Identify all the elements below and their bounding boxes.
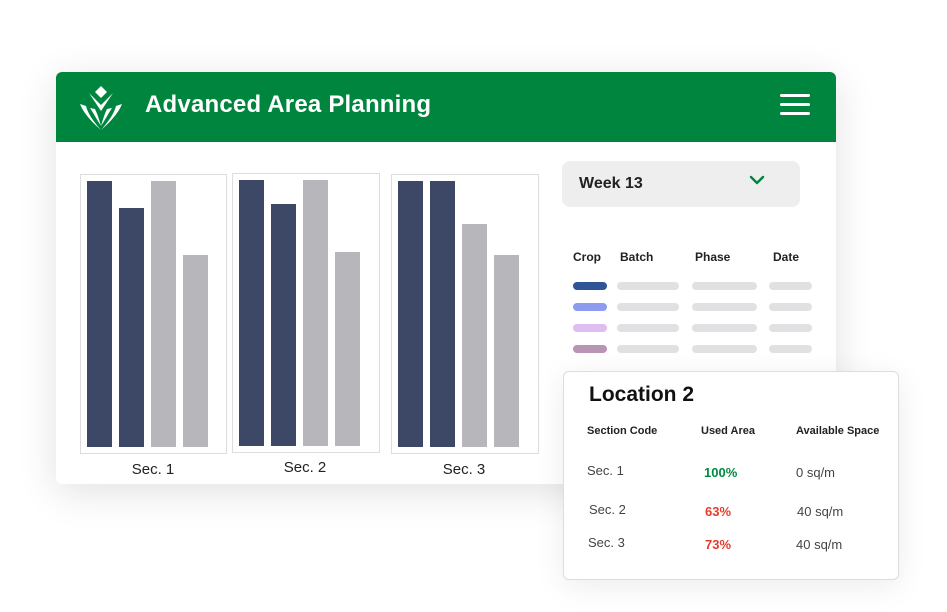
chart-bar xyxy=(303,180,328,446)
section-code: Sec. 1 xyxy=(587,463,624,478)
chart-bar xyxy=(430,181,455,447)
chart-bar xyxy=(151,181,176,447)
phase-placeholder xyxy=(692,324,757,332)
used-area: 63% xyxy=(705,504,732,519)
column-header-phase: Phase xyxy=(695,250,731,264)
used-area: 73% xyxy=(705,537,732,552)
column-header-used-area: Used Area xyxy=(701,425,756,437)
column-header-available-space: Available Space xyxy=(796,425,880,437)
section-code: Sec. 2 xyxy=(589,502,626,517)
section-bar-chart xyxy=(232,173,380,453)
crop-color-swatch xyxy=(573,345,607,353)
section-bar-chart xyxy=(391,174,539,454)
available-space: 40 sq/m xyxy=(797,504,844,519)
section-code: Sec. 3 xyxy=(588,535,625,550)
chart-bar xyxy=(87,181,112,447)
column-header-batch: Batch xyxy=(620,250,654,264)
location-card: Location 2 Section Code Used Area Availa… xyxy=(563,371,899,580)
date-placeholder xyxy=(769,345,812,353)
section-bar-chart xyxy=(80,174,227,454)
chart-bar xyxy=(239,180,264,446)
chart-bar xyxy=(119,207,144,447)
crop-color-swatch xyxy=(573,324,607,332)
column-header-crop: Crop xyxy=(573,250,601,264)
leaf-logo-icon xyxy=(80,86,122,130)
chart-bar xyxy=(398,181,423,447)
app-header: Advanced Area Planning xyxy=(56,72,836,142)
batch-placeholder xyxy=(617,303,679,311)
date-placeholder xyxy=(769,324,812,332)
hamburger-menu-icon[interactable] xyxy=(780,94,810,118)
column-header-section-code: Section Code xyxy=(587,425,658,437)
used-area: 100% xyxy=(704,465,738,480)
chart-bar xyxy=(494,255,519,447)
table-row[interactable] xyxy=(570,345,820,355)
batch-placeholder xyxy=(617,324,679,332)
crop-color-swatch xyxy=(573,282,607,290)
batch-placeholder xyxy=(617,282,679,290)
phase-placeholder xyxy=(692,345,757,353)
crop-color-swatch xyxy=(573,303,607,311)
chevron-down-icon xyxy=(749,175,765,185)
date-placeholder xyxy=(769,303,812,311)
location-title: Location 2 xyxy=(589,383,695,406)
chart-category-label: Sec. 3 xyxy=(442,461,486,478)
table-row[interactable] xyxy=(570,303,820,313)
table-row[interactable] xyxy=(570,324,820,334)
available-space: 0 sq/m xyxy=(796,465,836,480)
column-header-date: Date xyxy=(773,250,800,264)
app-title: Advanced Area Planning xyxy=(145,91,432,118)
phase-placeholder xyxy=(692,282,757,290)
chart-bar xyxy=(335,251,360,446)
available-space: 40 sq/m xyxy=(796,537,843,552)
phase-placeholder xyxy=(692,303,757,311)
chart-bar xyxy=(271,203,296,446)
week-select-value: Week 13 xyxy=(579,175,643,192)
date-placeholder xyxy=(769,282,812,290)
chart-category-label: Sec. 1 xyxy=(131,461,175,478)
chart-bar xyxy=(462,223,487,447)
table-row[interactable] xyxy=(570,282,820,292)
batch-placeholder xyxy=(617,345,679,353)
chart-bar xyxy=(183,255,208,447)
chart-category-label: Sec. 2 xyxy=(283,459,327,476)
week-select[interactable]: Week 13 xyxy=(562,161,800,207)
